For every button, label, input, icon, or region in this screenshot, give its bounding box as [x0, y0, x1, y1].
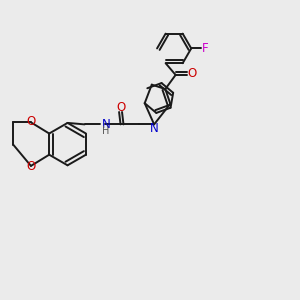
Text: O: O	[26, 160, 36, 173]
Text: O: O	[187, 67, 196, 80]
Text: O: O	[116, 101, 125, 114]
Text: H: H	[102, 126, 109, 136]
Text: F: F	[202, 42, 209, 55]
Text: O: O	[26, 115, 36, 128]
Text: N: N	[102, 118, 110, 131]
Text: N: N	[150, 122, 158, 135]
